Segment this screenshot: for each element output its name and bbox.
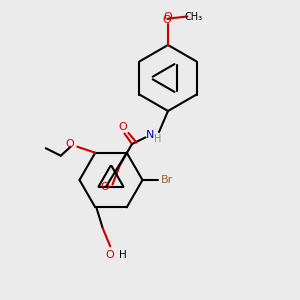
Text: CH₃: CH₃ — [184, 11, 202, 22]
Text: O: O — [164, 11, 172, 22]
Text: H: H — [154, 134, 162, 145]
Text: O: O — [106, 250, 115, 260]
Text: Br: Br — [160, 175, 173, 185]
Text: H: H — [119, 250, 127, 260]
Text: O: O — [100, 182, 109, 193]
Text: O: O — [65, 139, 74, 149]
Text: O: O — [118, 122, 127, 133]
Text: O: O — [162, 15, 171, 26]
Text: N: N — [146, 130, 154, 140]
